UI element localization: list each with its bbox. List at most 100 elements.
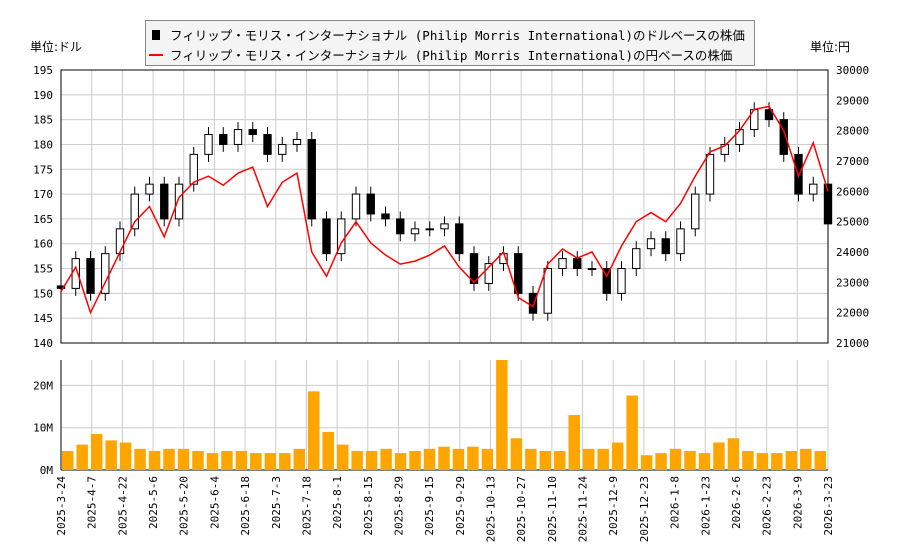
candle-body [248,129,257,136]
legend-item-yen: フィリップ・モリス・インターナショナル (Philip Morris Inter… [149,45,733,64]
x-tick-label: 2025-11-10 [546,476,559,542]
candle-body [145,183,154,195]
legend: フィリップ・モリス・インターナショナル (Philip Morris Inter… [145,20,755,66]
legend-label-dollar: フィリップ・モリス・インターナショナル (Philip Morris Inter… [170,28,745,43]
volume-bar [279,453,291,470]
candle-body [573,258,582,270]
candle-body [366,193,375,215]
y-tick-label-right: 26000 [836,185,869,198]
volume-bar [481,448,494,470]
x-tick-label: 2025-3-24 [55,476,68,536]
volume-bar [177,448,190,470]
candle-body [233,129,243,145]
candle-body [528,292,538,314]
volume-bar [423,448,436,470]
legend-label-yen: フィリップ・モリス・インターナショナル (Philip Morris Inter… [170,48,733,63]
volume-bar [76,444,88,470]
candle-body [823,183,833,225]
volume-bar [308,391,320,470]
volume-bar [438,446,450,470]
candle-body [764,109,774,121]
volume-bar [221,450,233,470]
x-tick-label: 2026-1-23 [699,476,712,536]
candle-body [469,253,479,284]
candle-body [735,129,744,145]
volume-bar [771,453,783,470]
x-tick-label: 2025-4-22 [116,476,129,536]
volume-bar [148,450,161,470]
candle-body [396,218,405,235]
candle-body [514,253,523,294]
candle-body [219,134,228,145]
volume-bar [235,450,248,470]
candle-body [558,258,567,270]
volume-bar [727,438,740,470]
candle-body [322,218,331,255]
volume-bar [192,450,204,470]
volume-bar [800,448,812,470]
y-tick-label-right: 22000 [836,307,869,320]
candle-body [676,228,685,255]
candle-body [410,228,420,235]
candle-body [602,268,611,294]
volume-bar [409,450,421,470]
candle-body [455,223,464,255]
candle-body [307,138,316,220]
candle-body [691,193,700,230]
candle-body [86,258,95,294]
y-tick-label-left: 170 [33,188,53,201]
candle-body [174,183,184,220]
y-tick-label-left: 195 [33,64,53,77]
x-tick-label: 2025-5-20 [178,476,191,536]
volume-bar [90,434,103,470]
volume-bar [467,446,479,470]
volume-bar [336,444,349,470]
volume-bar [698,453,711,470]
candle-body [189,153,198,185]
x-tick-label: 2026-3-23 [822,476,835,536]
candle-body [720,143,729,155]
x-tick-label: 2025-8-1 [331,476,344,529]
x-tick-label: 2025-8-29 [392,476,405,536]
candle-body [809,183,818,195]
volume-bar [611,442,624,470]
candle-body [617,268,626,294]
y-tick-label-right: 23000 [836,276,869,289]
x-tick-label: 2025-11-24 [577,476,590,543]
volume-bar [380,448,392,470]
x-tick-label: 2025-12-23 [638,476,651,542]
volume-bar [655,453,667,470]
volume-bar [134,448,146,470]
x-tick-label: 2025-10-13 [485,476,498,542]
volume-bar [554,450,566,470]
volume-bar [525,448,537,470]
volume-bar [496,360,508,470]
x-tick-label: 2026-1-8 [669,476,682,529]
volume-tick-label: 0M [40,464,54,477]
y-tick-label-right: 24000 [836,246,869,259]
volume-bar [713,442,725,470]
volume-bar [669,448,682,470]
volume-bar [163,448,175,470]
volume-bar [452,448,465,470]
y-tick-label-left: 140 [33,337,53,350]
x-tick-label: 2025-10-27 [515,476,528,542]
candle-body [263,134,272,155]
x-tick-label: 2026-2-6 [730,476,743,529]
volume-bar [105,440,117,470]
volume-bar [684,450,696,470]
yen-price-line [60,105,829,315]
y-tick-label-left: 150 [33,287,53,300]
x-tick-label: 2025-6-4 [208,476,221,529]
x-tick-label: 2025-6-18 [239,476,252,536]
candle-body [115,228,125,255]
y-tick-label-left: 165 [33,213,53,226]
volume-bar [264,453,277,470]
volume-bar [322,431,334,470]
volume-bar [351,450,363,470]
candle-body [632,248,641,270]
left-unit-label: 単位:ドル [30,40,83,54]
x-tick-label: 2025-4-7 [86,476,99,529]
x-tick-label: 2025-7-18 [300,476,313,536]
